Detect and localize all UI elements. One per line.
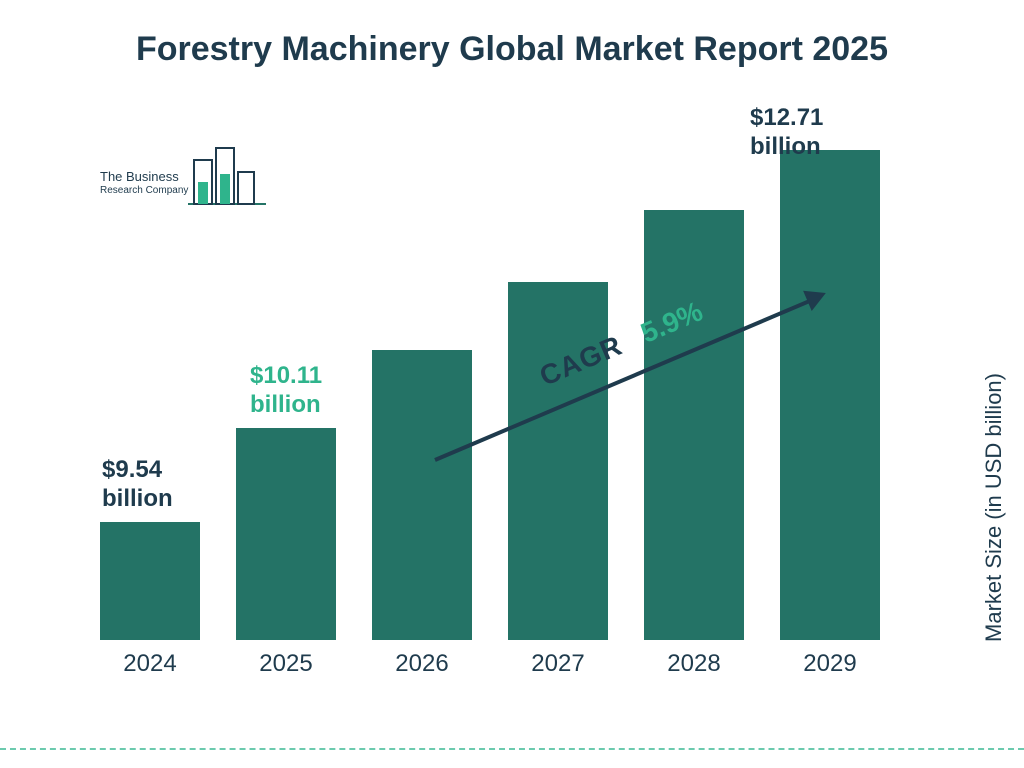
arrow-line <box>434 298 813 462</box>
xlabel-2026: 2026 <box>372 650 472 678</box>
bar-2025 <box>236 428 336 640</box>
value-label-2024: $9.54 billion <box>102 456 232 514</box>
bar-2024 <box>100 522 200 640</box>
chart-title: Forestry Machinery Global Market Report … <box>0 28 1024 71</box>
cagr-value: 5.9% <box>636 295 707 348</box>
value-label-2029: $12.71 billion <box>750 104 880 162</box>
value-label-2025: $10.11 billion <box>250 362 380 420</box>
bar-2029 <box>780 150 880 640</box>
xlabel-2025: 2025 <box>236 650 336 678</box>
xlabel-2024: 2024 <box>100 650 200 678</box>
chart-area: $9.54 billion $10.11 billion $12.71 bill… <box>90 140 910 690</box>
bottom-dashed-line <box>0 748 1024 750</box>
y-axis-label: Market Size (in USD billion) <box>981 373 1007 642</box>
plot-region: $9.54 billion $10.11 billion $12.71 bill… <box>90 140 910 640</box>
xlabel-2028: 2028 <box>644 650 744 678</box>
xlabel-2027: 2027 <box>508 650 608 678</box>
xlabel-2029: 2029 <box>780 650 880 678</box>
